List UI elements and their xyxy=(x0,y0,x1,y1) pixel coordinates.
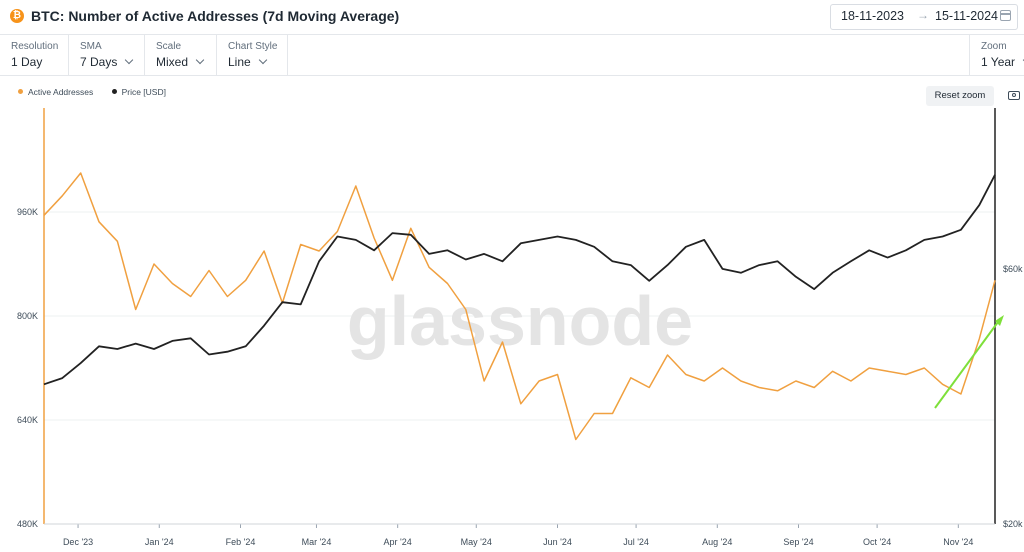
annotation-arrow-line xyxy=(934,321,999,409)
chart-toolbar: Resolution 1 Day SMA 7 Days Scale Mixed … xyxy=(0,35,1024,76)
x-tick-label: Sep '24 xyxy=(783,537,813,547)
legend-item-price[interactable]: Price [USD] xyxy=(111,87,166,97)
y-tick-label-left: 800K xyxy=(17,311,38,321)
x-tick-label: Jun '24 xyxy=(543,537,572,547)
y-tick-label-left: 960K xyxy=(17,207,38,217)
series-line-active-addresses xyxy=(43,172,996,441)
chart-legend: Active Addresses Price [USD] xyxy=(18,87,182,101)
calendar-icon[interactable] xyxy=(1000,10,1011,21)
y-tick-label-right: $20k xyxy=(1003,519,1023,529)
date-to-input[interactable]: 15-11-2024 xyxy=(935,9,999,23)
date-from-input[interactable]: 18-11-2023 xyxy=(841,9,905,23)
bitcoin-icon: ₿ xyxy=(10,9,24,23)
legend-dot-active-addresses xyxy=(18,89,23,94)
resolution-label: Resolution xyxy=(11,41,59,52)
y-tick-label-right: $60k xyxy=(1003,264,1023,274)
sma-label: SMA xyxy=(80,41,102,52)
y-tick-label-left: 640K xyxy=(17,415,38,425)
zoom-label: Zoom xyxy=(981,41,1007,52)
reset-zoom-button[interactable]: Reset zoom xyxy=(926,86,994,106)
watermark: glassnode xyxy=(347,282,693,360)
chart-style-label: Chart Style xyxy=(228,41,278,52)
x-tick-label: May '24 xyxy=(461,537,492,547)
legend-dot-price xyxy=(111,89,117,94)
resolution-select[interactable]: Resolution 1 Day xyxy=(0,35,69,75)
title-bar: ₿ BTC: Number of Active Addresses (7d Mo… xyxy=(0,0,1024,35)
x-tick-label: Jul '24 xyxy=(623,537,649,547)
chart-style-value: Line xyxy=(228,55,267,69)
annotation-arrow-head xyxy=(995,315,1004,326)
chart-title: BTC: Number of Active Addresses (7d Movi… xyxy=(31,8,400,24)
zoom-value: 1 Year xyxy=(981,55,1024,69)
sma-select[interactable]: SMA 7 Days xyxy=(69,35,145,75)
scale-label: Scale xyxy=(156,41,182,52)
x-tick-label: Mar '24 xyxy=(302,537,332,547)
x-tick-label: Dec '23 xyxy=(63,537,93,547)
camera-icon[interactable] xyxy=(1008,91,1020,100)
x-tick-label: Feb '24 xyxy=(226,537,256,547)
x-tick-label: Aug '24 xyxy=(702,537,732,547)
x-tick-label: Jan '24 xyxy=(145,537,174,547)
date-range-picker[interactable]: 18-11-2023 → 15-11-2024 xyxy=(830,4,1018,30)
zoom-select[interactable]: Zoom 1 Year xyxy=(969,35,1024,75)
series-line-price xyxy=(43,174,996,386)
x-tick-label: Oct '24 xyxy=(863,537,891,547)
y-tick-label-left: 480K xyxy=(17,519,38,529)
legend-item-active-addresses[interactable]: Active Addresses xyxy=(18,87,93,97)
x-tick-label: Nov '24 xyxy=(943,537,973,547)
sma-value: 7 Days xyxy=(80,55,134,69)
scale-select[interactable]: Scale Mixed xyxy=(145,35,217,75)
resolution-value: 1 Day xyxy=(11,55,43,69)
arrow-right-icon: → xyxy=(917,8,929,22)
scale-value: Mixed xyxy=(156,55,205,69)
chart-style-select[interactable]: Chart Style Line xyxy=(217,35,288,75)
x-tick-label: Apr '24 xyxy=(384,537,412,547)
